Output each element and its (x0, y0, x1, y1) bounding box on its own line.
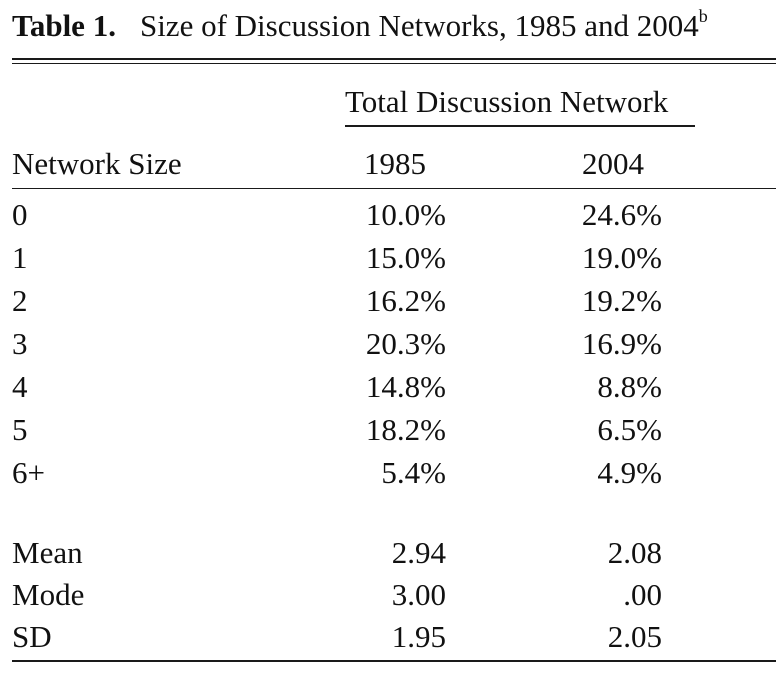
row-label: 3 (12, 326, 28, 361)
cell-1985: 2.94 (391, 535, 446, 570)
cell-2004: 19.2% (581, 283, 662, 318)
row-label: 4 (12, 369, 28, 404)
row-label: 1 (12, 240, 28, 275)
row-label: Mode (12, 577, 85, 612)
cell-2004: 2.08 (607, 535, 662, 570)
bottom-rule (12, 660, 776, 662)
table-title: Table 1. Size of Discussion Networks, 198… (12, 6, 708, 44)
cell-1985: 20.3% (365, 326, 446, 361)
cell-1985: 10.0% (365, 197, 446, 232)
cell-1985: 14.8% (365, 369, 446, 404)
cell-2004: 19.0% (581, 240, 662, 275)
row-label: 2 (12, 283, 28, 318)
table-caption-footnote-mark: b (698, 6, 708, 26)
row-label: SD (12, 619, 52, 654)
cell-2004: 4.9% (597, 455, 662, 490)
cell-1985: 16.2% (365, 283, 446, 318)
cell-1985: 15.0% (365, 240, 446, 275)
header-1985: 1985 (364, 146, 426, 181)
cell-2004: 2.05 (607, 619, 662, 654)
cell-2004: 6.5% (597, 412, 662, 447)
top-rule-upper (12, 58, 776, 60)
cell-1985: 5.4% (381, 455, 446, 490)
cell-1985: 18.2% (365, 412, 446, 447)
header-2004: 2004 (582, 146, 644, 181)
header-rule (12, 188, 776, 189)
cell-2004: 24.6% (581, 197, 662, 232)
column-spanner-heading: Total Discussion Network (345, 84, 669, 119)
table-label: Table 1. (12, 8, 116, 43)
row-label: 6+ (12, 455, 45, 490)
row-label: Mean (12, 535, 83, 570)
header-network-size: Network Size (12, 146, 182, 181)
top-rule-lower (12, 63, 776, 64)
cell-1985: 1.95 (391, 619, 446, 654)
cell-1985: 3.00 (391, 577, 446, 612)
row-label: 5 (12, 412, 28, 447)
row-label: 0 (12, 197, 28, 232)
cell-2004: 16.9% (581, 326, 662, 361)
cell-2004: .00 (623, 577, 662, 612)
column-spanner-rule (345, 125, 695, 127)
cell-2004: 8.8% (597, 369, 662, 404)
table-caption: Size of Discussion Networks, 1985 and 20… (139, 8, 699, 43)
